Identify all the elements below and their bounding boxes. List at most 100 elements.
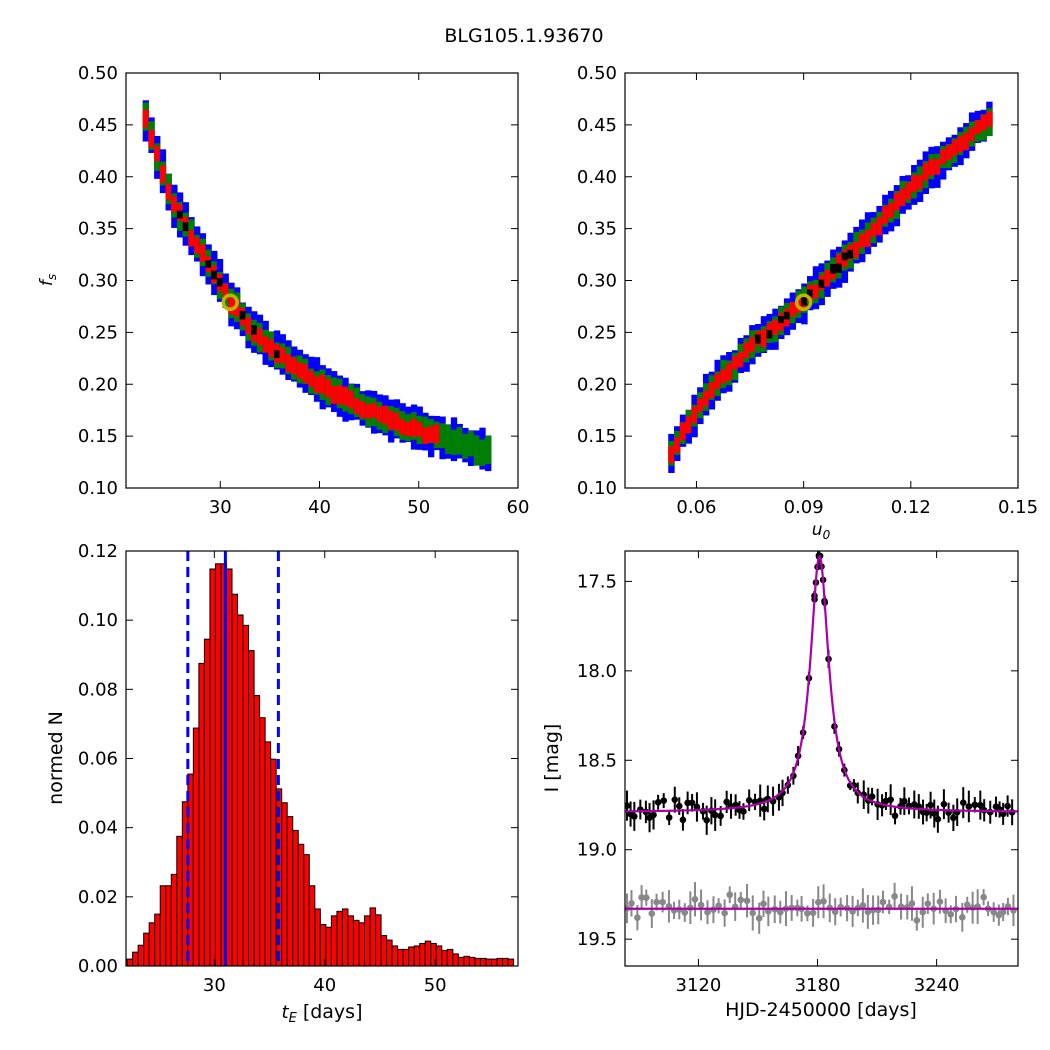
best-fit-marker [221, 293, 239, 312]
y-tick-label: 0.20 [78, 374, 118, 395]
heatmap-cell [211, 270, 218, 280]
residual-point [749, 909, 757, 917]
heatmap-cell [245, 316, 252, 335]
histogram-bar [457, 956, 465, 967]
data-point [711, 811, 719, 819]
residual-point [874, 906, 882, 914]
y-tick-label: 0.06 [78, 749, 118, 770]
x-tick-label: 50 [424, 975, 447, 996]
y-tick-label: 0.10 [78, 478, 118, 499]
histogram-bar [176, 835, 183, 967]
heatmap-cell [148, 129, 155, 148]
histogram-bar [452, 953, 459, 967]
heatmap-cell [818, 279, 825, 288]
heatmap-cell [188, 230, 195, 247]
heatmap-cell [830, 264, 837, 274]
data-point [959, 799, 967, 806]
histogram-bar [126, 958, 134, 967]
tE-histogram-axes: 30 40 50 0.00 0.02 0.04 0.06 0.08 0.10 0.12 [78, 541, 518, 996]
histogram-bar [308, 885, 316, 967]
heatmap-cell [233, 299, 241, 317]
heatmap-cell [702, 390, 710, 407]
data-point [745, 796, 753, 804]
histogram-bar [496, 957, 504, 967]
normed-N-axis-label: normed N [45, 711, 67, 805]
histogram-bar [485, 958, 492, 967]
y-tick-label: 0.35 [78, 219, 118, 240]
heatmap-cell [268, 339, 275, 357]
histogram-bar [192, 727, 200, 967]
data-point [654, 798, 662, 806]
heatmap-cell [778, 315, 785, 324]
data-point [887, 796, 894, 803]
heatmap-cell [262, 336, 269, 353]
heatmap-cell [870, 222, 877, 237]
heatmap-cell [285, 354, 292, 372]
data-point [940, 800, 948, 808]
histogram-bar [330, 915, 338, 967]
heatmap-cell [905, 182, 912, 200]
heatmap-cell [668, 446, 675, 464]
heatmap-cell [754, 334, 762, 344]
heatmap-cell [171, 196, 178, 213]
heatmap-cell [365, 404, 372, 419]
histogram-bar [441, 949, 448, 967]
residual-point [919, 908, 927, 916]
data-point [675, 802, 683, 810]
data-point [971, 801, 979, 809]
heatmap-cell [353, 398, 361, 414]
heatmap-cell [331, 385, 338, 404]
residual-point [990, 908, 998, 916]
y-tick-label: 0.25 [577, 322, 617, 343]
heatmap-cell [882, 206, 889, 224]
heatmap-cell [428, 426, 435, 443]
histogram-bar [225, 568, 233, 967]
histogram-bar [358, 922, 366, 967]
residual-point [697, 901, 705, 909]
heatmap-cell [216, 278, 224, 287]
residual-point [913, 917, 921, 924]
histogram-bar [490, 958, 498, 967]
histogram-bar [198, 662, 205, 967]
histogram-bar [303, 854, 310, 967]
residual-point [947, 911, 955, 918]
heatmap-cell [142, 109, 150, 128]
residual-point [628, 900, 635, 907]
y-tick-label: 0.15 [78, 426, 118, 447]
tE-axis-label: tE [days] [282, 1001, 363, 1026]
histogram-bar [242, 624, 250, 967]
data-point [660, 797, 668, 804]
heatmap-cell [922, 163, 930, 181]
data-point [688, 799, 696, 807]
x-tick-label: 60 [507, 497, 530, 518]
data-point [693, 803, 701, 811]
heatmap-cell [691, 406, 698, 423]
histogram-bar [281, 802, 288, 967]
histogram-bar [424, 940, 432, 967]
residual-point [760, 900, 767, 908]
histogram-bar [413, 945, 421, 967]
heatmap-cell [228, 297, 235, 315]
x-tick-label: 3240 [914, 975, 960, 996]
heatmap-cell [182, 222, 189, 232]
heatmap-cell [325, 379, 332, 398]
heatmap-cell [731, 356, 739, 370]
best-fit-marker [794, 293, 813, 312]
tE-fs-axes: 30 40 50 60 0.10 0.15 0.20 0.25 0.30 0.35 0.40 0.45… [78, 63, 530, 518]
heatmap-cell [714, 373, 721, 389]
residual-point [864, 908, 872, 916]
histogram-bar [375, 914, 382, 967]
histogram-bar [292, 829, 299, 967]
heatmap-cell [708, 382, 716, 398]
heatmap-cell [296, 362, 304, 379]
x-tick-label: 3120 [676, 975, 722, 996]
histogram-bar [286, 816, 294, 967]
y-tick-label: 19.5 [577, 929, 617, 950]
heatmap-cell [416, 421, 423, 437]
heatmap-cell [945, 145, 953, 161]
heatmap-cell [450, 429, 458, 455]
heatmap-cell [893, 193, 901, 211]
histogram-bar [479, 957, 487, 967]
residual-point [681, 909, 689, 916]
data-point [740, 808, 747, 815]
